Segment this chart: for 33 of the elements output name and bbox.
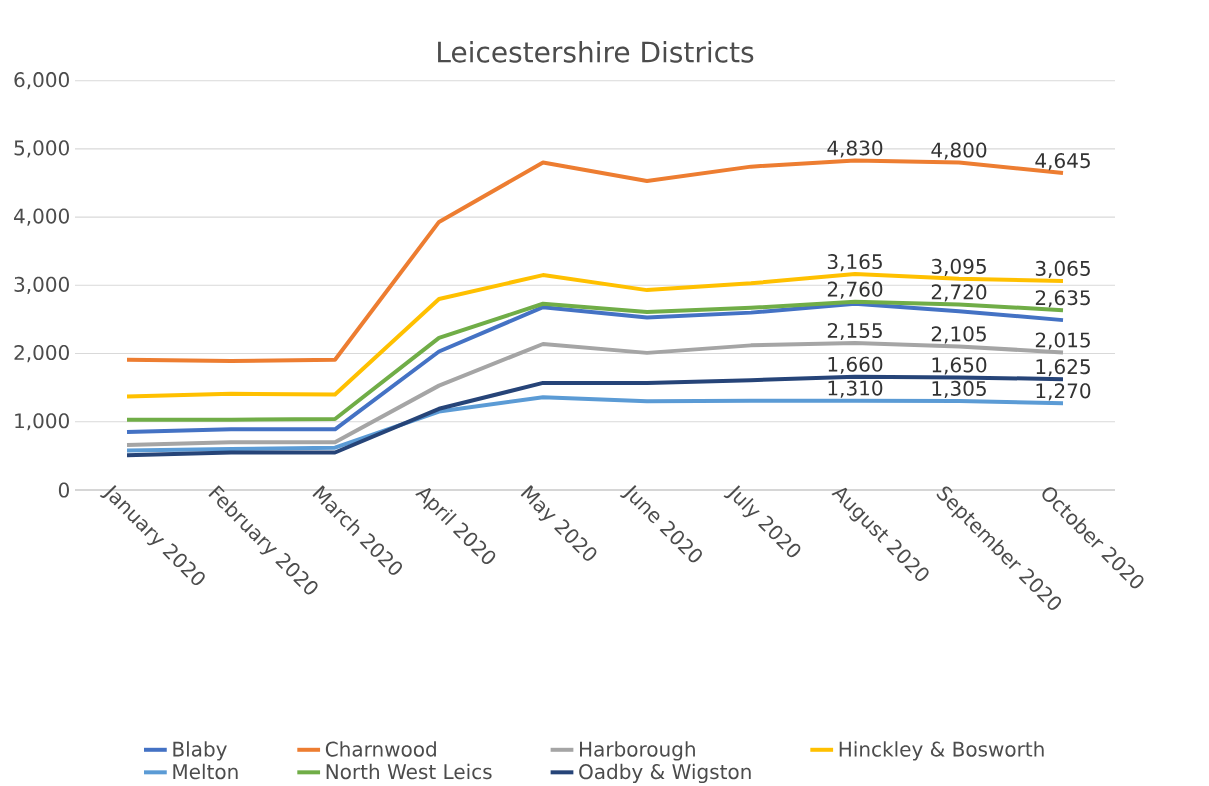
legend-label: Hinckley & Bosworth — [839, 741, 1044, 761]
data-label: 1,660 — [828, 356, 883, 374]
data-label: 2,635 — [1035, 290, 1090, 308]
legend-label: North West Leics — [326, 763, 492, 780]
y-tick-label: 1,000 — [15, 413, 69, 431]
data-label: 3,165 — [827, 253, 882, 272]
y-tick-label: 3,000 — [14, 276, 69, 294]
data-label: 4,830 — [827, 140, 883, 158]
legend-label: Melton — [173, 763, 238, 780]
data-label: 1,270 — [1036, 383, 1091, 401]
data-label: 1,650 — [932, 357, 987, 375]
data-label: 1,305 — [932, 380, 986, 398]
legend-label: Charnwood — [325, 741, 436, 757]
data-label: 3,065 — [1035, 260, 1090, 278]
legend-label: Oadby & Wigston — [579, 763, 751, 783]
y-tick-label: 5,000 — [14, 140, 69, 158]
data-label: 4,645 — [1035, 152, 1090, 171]
data-label: 2,720 — [931, 284, 987, 302]
data-label: 3,095 — [931, 258, 986, 276]
y-tick-label: 0 — [58, 482, 69, 498]
data-label: 1,625 — [1036, 358, 1090, 377]
legend-label: Blaby — [173, 741, 227, 761]
data-label: 4,800 — [931, 142, 987, 160]
legend-label: Harborough — [580, 741, 695, 761]
data-label: 2,105 — [931, 326, 986, 344]
data-label: 2,155 — [827, 322, 882, 340]
data-label: 2,760 — [827, 281, 883, 299]
y-tick-label: 6,000 — [14, 71, 69, 90]
data-label: 2,015 — [1035, 332, 1090, 350]
y-tick-label: 4,000 — [14, 208, 69, 226]
chart-title: Leicestershire Districts — [438, 40, 754, 63]
y-tick-label: 2,000 — [14, 344, 69, 363]
data-label: 1,310 — [828, 380, 883, 398]
